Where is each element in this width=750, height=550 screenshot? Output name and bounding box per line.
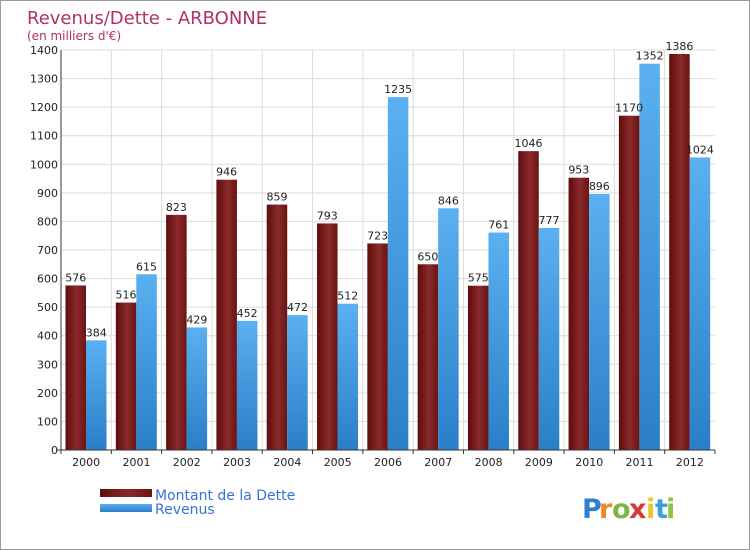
- y-tick-label-1200: 1200: [30, 101, 58, 114]
- bar-revenus-2011: [639, 63, 660, 450]
- data-label-debt-2000: 576: [65, 271, 86, 284]
- y-tick-label-1000: 1000: [30, 158, 58, 171]
- chart-title: Revenus/Dette - ARBONNE: [27, 8, 267, 29]
- data-label-debt-2008: 575: [468, 272, 489, 285]
- data-label-revenus-2006: 1235: [384, 83, 412, 96]
- y-tick-label-200: 200: [37, 387, 58, 400]
- data-label-revenus-2012: 1024: [686, 143, 714, 156]
- data-label-revenus-2002: 429: [186, 313, 207, 326]
- data-label-debt-2003: 946: [216, 166, 237, 179]
- bar-debt-2002: [166, 214, 187, 450]
- data-label-revenus-2005: 512: [337, 290, 358, 303]
- y-tick-label-900: 900: [37, 187, 58, 200]
- bar-debt-2006: [367, 243, 388, 450]
- y-tick-label-100: 100: [37, 415, 58, 428]
- legend-label-revenus: Revenus: [155, 502, 215, 518]
- data-labels: 576 384 516 615 823 429 946 452 859 472 793 512 723 1…: [65, 40, 714, 339]
- data-label-revenus-2003: 452: [237, 307, 258, 320]
- logo-letter-4: i: [646, 494, 655, 525]
- x-tick-label-2001: 2001: [122, 456, 150, 469]
- x-tick-label-2009: 2009: [525, 456, 553, 469]
- x-tick-label-2012: 2012: [676, 456, 704, 469]
- data-label-debt-2005: 793: [317, 209, 338, 222]
- y-tick-label-800: 800: [37, 215, 58, 228]
- bar-debt-2005: [317, 223, 338, 450]
- logo-letter-1: r: [599, 494, 613, 525]
- data-label-debt-2011: 1170: [615, 102, 643, 115]
- data-label-revenus-2011: 1352: [636, 50, 664, 63]
- bar-debt-2011: [618, 115, 640, 450]
- data-label-revenus-2007: 846: [438, 194, 459, 207]
- bars: [65, 54, 711, 451]
- data-label-revenus-2001: 615: [136, 260, 157, 273]
- data-label-debt-2006: 723: [367, 229, 388, 242]
- bar-debt-2001: [115, 302, 137, 450]
- bar-revenus-2003: [236, 320, 258, 450]
- bar-revenus-2010: [589, 194, 610, 450]
- bar-revenus-2009: [538, 228, 560, 450]
- bar-revenus-2012: [689, 157, 711, 450]
- bar-revenus-2004: [287, 315, 308, 450]
- bar-debt-2004: [266, 204, 288, 450]
- y-tick-label-400: 400: [37, 330, 58, 343]
- data-label-revenus-2008: 761: [488, 219, 509, 232]
- bar-debt-2000: [65, 285, 86, 450]
- bar-debt-2012: [669, 54, 690, 450]
- data-label-debt-2012: 1386: [665, 40, 693, 53]
- bar-debt-2009: [518, 151, 539, 450]
- x-tick-label-2008: 2008: [475, 456, 503, 469]
- x-tick-label-2004: 2004: [273, 456, 301, 469]
- bar-debt-2007: [417, 264, 439, 450]
- x-tick-label-2002: 2002: [173, 456, 201, 469]
- legend: Montant de la Dette Revenus: [100, 488, 295, 518]
- bar-revenus-2008: [488, 232, 509, 450]
- bar-revenus-2000: [86, 340, 107, 450]
- legend-swatch-revenus: [100, 504, 152, 512]
- bar-debt-2003: [216, 179, 237, 450]
- data-label-debt-2010: 953: [568, 164, 589, 177]
- data-label-debt-2002: 823: [166, 201, 187, 214]
- logo-letter-3: x: [629, 494, 646, 525]
- y-tick-label-600: 600: [37, 273, 58, 286]
- x-tick-label-2011: 2011: [626, 456, 654, 469]
- y-tick-label-1100: 1100: [30, 130, 58, 143]
- x-tick-label-2000: 2000: [72, 456, 100, 469]
- proxiti-logo: Pr ox i ti: [582, 494, 675, 525]
- y-tick-label-700: 700: [37, 244, 58, 257]
- y-tick-label-300: 300: [37, 358, 58, 371]
- data-label-debt-2007: 650: [417, 250, 438, 263]
- x-tick-label-2010: 2010: [575, 456, 603, 469]
- bar-revenus-2005: [337, 303, 359, 450]
- y-tick-label-0: 0: [51, 444, 58, 457]
- data-label-revenus-2000: 384: [86, 326, 107, 339]
- data-label-revenus-2004: 472: [287, 301, 308, 314]
- bar-debt-2010: [568, 177, 590, 450]
- x-tick-label-2003: 2003: [223, 456, 251, 469]
- bar-revenus-2007: [438, 208, 459, 450]
- logo-letter-0: P: [582, 494, 602, 525]
- logo-letter-2: o: [612, 494, 631, 525]
- x-tick-label-2006: 2006: [374, 456, 402, 469]
- data-label-debt-2004: 859: [266, 191, 287, 204]
- x-tick-label-2005: 2005: [324, 456, 352, 469]
- y-tick-label-500: 500: [37, 301, 58, 314]
- logo-letter-5: t: [655, 494, 668, 525]
- y-tick-label-1400: 1400: [30, 44, 58, 57]
- x-tick-label-2007: 2007: [424, 456, 452, 469]
- legend-label-debt: Montant de la Dette: [155, 488, 295, 504]
- y-tick-label-1300: 1300: [30, 73, 58, 86]
- legend-swatch-debt: [100, 489, 152, 497]
- data-label-revenus-2009: 777: [539, 214, 560, 227]
- data-label-revenus-2010: 896: [589, 180, 610, 193]
- bar-revenus-2006: [387, 97, 409, 451]
- data-label-debt-2009: 1046: [515, 137, 543, 150]
- data-label-debt-2001: 516: [116, 289, 137, 302]
- bar-revenus-2002: [186, 327, 208, 450]
- bar-revenus-2001: [136, 274, 157, 450]
- bar-debt-2008: [467, 285, 489, 450]
- axes: 0 100 200 300 400 500 600 700 800 900 1000 1100 1200…: [30, 44, 716, 469]
- logo-letter-6: i: [666, 494, 675, 525]
- chart-subtitle: (en milliers d'€): [27, 29, 121, 43]
